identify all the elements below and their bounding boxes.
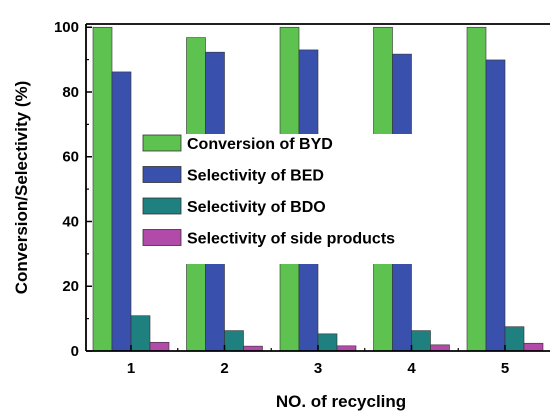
- x-tick-label-5: 5: [501, 360, 509, 377]
- bar-4-4: [430, 344, 450, 352]
- y-tick-label-60: 60: [62, 149, 79, 166]
- legend-label-4: Selectivity of side products: [187, 231, 395, 248]
- bar-3-4: [411, 330, 431, 352]
- axes-group: 0 20 40 60 80 100 1 2 3 4 5: [54, 19, 550, 377]
- legend: Conversion of BYD Selectivity of BED Selec…: [139, 134, 457, 264]
- y-tick-label-100: 100: [54, 19, 79, 36]
- bar-3-5: [504, 326, 525, 352]
- y-tick-label-20: 20: [62, 278, 79, 295]
- bar-3-1: [130, 315, 151, 352]
- x-axis-title: NO. of recycling: [276, 392, 406, 411]
- y-axis-title: Conversion/Selectivity (%): [12, 81, 31, 295]
- bar-3-3: [317, 333, 338, 352]
- legend-swatch-4: [142, 229, 182, 246]
- x-tick-label-4: 4: [407, 360, 416, 377]
- bar-4-1: [149, 341, 170, 352]
- bar-2-5: [485, 59, 506, 352]
- legend-swatch-3: [142, 197, 182, 215]
- bar-2-1: [111, 71, 132, 352]
- legend-swatch-1: [142, 134, 182, 152]
- bar-1-5: [466, 26, 487, 352]
- y-tick-label-40: 40: [62, 213, 79, 230]
- x-tick-label-2: 2: [220, 360, 228, 377]
- x-tick-label-1: 1: [127, 360, 135, 377]
- legend-label-1: Conversion of BYD: [187, 136, 333, 153]
- legend-swatch-2: [142, 166, 182, 183]
- legend-label-2: Selectivity of BED: [187, 168, 324, 185]
- bar-1-1: [92, 26, 113, 352]
- legend-label-3: Selectivity of BDO: [187, 199, 326, 216]
- x-tick-label-3: 3: [314, 360, 322, 377]
- bar-4-5: [523, 342, 544, 352]
- y-tick-label-80: 80: [62, 84, 79, 101]
- legend-background: [139, 134, 457, 264]
- bar-3-2: [224, 330, 244, 352]
- y-tick-label-0: 0: [71, 343, 79, 360]
